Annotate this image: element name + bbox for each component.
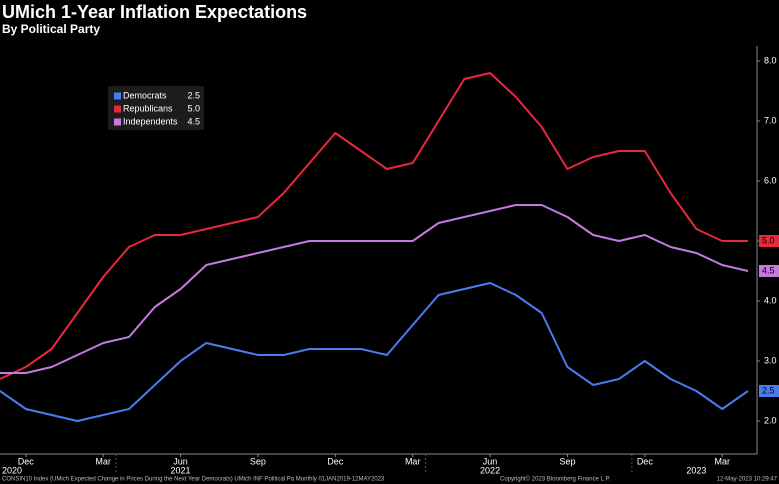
legend-value: 5.0 [187, 103, 200, 113]
value-tag-label: 2.5 [762, 385, 775, 395]
value-tag [759, 385, 779, 397]
chart-subtitle: By Political Party [2, 22, 100, 36]
y-tick-label: 7.0 [764, 115, 777, 125]
value-tag-label: 5.0 [762, 235, 775, 245]
x-tick-label: Sep [250, 456, 266, 466]
x-year-label: 2020 [2, 465, 22, 475]
legend-swatch [114, 105, 121, 113]
x-tick-label: Dec [327, 456, 344, 466]
legend-value: 2.5 [187, 90, 200, 100]
legend-box [108, 86, 204, 130]
legend-swatch [114, 92, 121, 100]
y-tick-label: 4.0 [764, 295, 777, 305]
x-tick-label: Mar [714, 456, 730, 466]
value-tag [759, 235, 779, 247]
footer-source: CONSIN10 Index (UMich Expected Change in… [2, 477, 385, 483]
legend-value: 4.5 [187, 116, 200, 126]
chart-title: UMich 1-Year Inflation Expectations [2, 2, 307, 22]
x-tick-label: Jun [173, 456, 188, 466]
series-line [0, 282, 749, 422]
footer-copyright: Copyright© 2023 Bloomberg Finance L.P. [500, 476, 611, 483]
value-tag-label: 4.5 [762, 265, 775, 275]
legend-swatch [114, 118, 121, 126]
y-tick-label: 6.0 [764, 175, 777, 185]
x-year-label: 2022 [480, 465, 500, 475]
x-year-label: 2021 [171, 465, 191, 475]
x-tick-label: Sep [559, 456, 575, 466]
x-year-label: 2023 [686, 465, 706, 475]
legend-label: Independents [123, 116, 178, 126]
y-tick-label: 3.0 [764, 355, 777, 365]
y-tick-label: 8.0 [764, 55, 777, 65]
x-tick-label: Dec [637, 456, 654, 466]
x-tick-label: Jun [483, 456, 498, 466]
footer-timestamp: 12-May-2023 10:29:47 [717, 477, 778, 483]
x-tick-label: Dec [18, 456, 35, 466]
value-tag [759, 265, 779, 277]
legend-label: Democrats [123, 90, 167, 100]
y-tick-label: 2.0 [764, 415, 777, 425]
series-line [0, 204, 749, 374]
x-tick-label: Mar [95, 456, 111, 466]
legend-label: Republicans [123, 103, 173, 113]
series-line [0, 72, 748, 380]
x-tick-label: Mar [405, 456, 421, 466]
